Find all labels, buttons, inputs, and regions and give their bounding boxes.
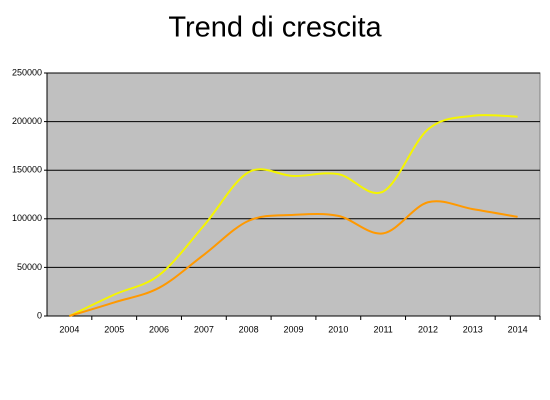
plot-area [46,72,541,317]
x-tick-label: 2008 [239,324,259,334]
y-tick-label: 100000 [12,213,42,223]
line-series [68,114,518,317]
line-series [69,200,518,317]
y-tick-label: 250000 [12,67,42,77]
x-tick-label: 2004 [59,324,79,334]
x-tick-label: 2006 [149,324,169,334]
x-tick-label: 2012 [418,324,438,334]
x-tick-label: 2010 [328,324,348,334]
y-tick-label: 200000 [12,116,42,126]
y-tick-label: 0 [37,310,42,320]
x-tick-label: 2014 [508,324,528,334]
y-tick-label: 150000 [12,165,42,175]
x-tick-label: 2011 [373,324,392,334]
x-tick-label: 2007 [194,324,214,334]
x-tick-label: 2005 [104,324,124,334]
x-tick-label: 2009 [283,324,303,334]
y-tick-label: 50000 [17,262,42,272]
x-tick-label: 2013 [463,324,483,334]
chart-title: Trend di crescita [168,12,382,44]
